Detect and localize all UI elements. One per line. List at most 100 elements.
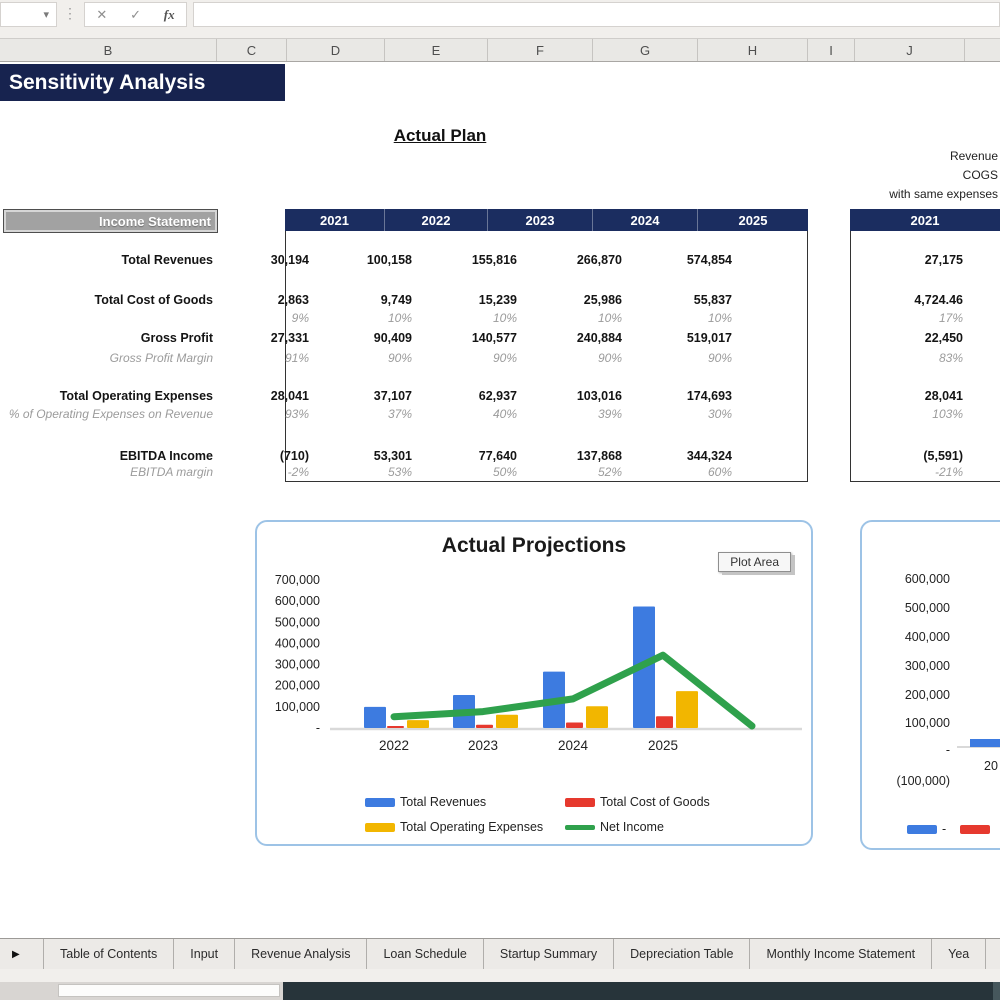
scenario-value-cell[interactable]: (5,591) <box>923 448 963 463</box>
sheet-tab-table-of-contents[interactable]: Table of Contents <box>44 939 175 969</box>
value-cell[interactable]: 90,409 <box>373 330 412 345</box>
value-cell[interactable]: 77,640 <box>478 448 517 463</box>
value-cell[interactable]: 30,194 <box>270 252 309 267</box>
legend-item[interactable]: Total Cost of Goods <box>565 795 710 809</box>
scrollbar-thumb[interactable] <box>58 984 280 997</box>
value-cell[interactable]: 37,107 <box>373 388 412 403</box>
year-header-cell[interactable]: 2022 <box>385 209 488 231</box>
year-header-cell[interactable]: 2025 <box>738 212 768 228</box>
row-label-cell[interactable]: % of Operating Expenses on Revenue <box>8 406 213 421</box>
bar-total-operating-expenses[interactable] <box>407 720 429 728</box>
column-header-f[interactable]: F <box>488 39 593 61</box>
bar-total-operating-expenses[interactable] <box>676 691 698 728</box>
scenario-value-cell[interactable]: 28,041 <box>924 388 963 403</box>
value-cell[interactable]: 52% <box>597 464 622 479</box>
value-cell[interactable]: 90% <box>387 350 412 365</box>
bar-total-revenues[interactable] <box>970 739 1000 747</box>
bar-total-operating-expenses[interactable] <box>586 706 608 728</box>
scenario-value-cell[interactable]: 27,175 <box>924 252 963 267</box>
cancel-icon[interactable]: ✕ <box>96 6 108 22</box>
value-cell[interactable]: 2,863 <box>277 292 309 307</box>
value-cell[interactable]: 9% <box>291 310 309 325</box>
row-label-cell[interactable]: EBITDA Income <box>119 448 213 463</box>
value-cell[interactable]: 60% <box>707 464 732 479</box>
value-cell[interactable]: 53% <box>387 464 412 479</box>
value-cell[interactable]: 10% <box>707 310 732 325</box>
value-cell[interactable]: (710) <box>279 448 309 463</box>
bar-total-operating-expenses[interactable] <box>496 714 518 728</box>
value-cell[interactable]: -2% <box>287 464 309 479</box>
income-statement-header[interactable]: Income Statement <box>3 209 218 233</box>
formula-input[interactable] <box>193 2 1000 27</box>
bar-total-revenues[interactable] <box>364 706 386 728</box>
bar-total-cost-of-goods[interactable] <box>566 722 583 728</box>
legend-item[interactable]: - <box>907 822 1000 836</box>
value-cell[interactable]: 344,324 <box>686 448 732 463</box>
value-cell[interactable]: 27,331 <box>270 330 309 345</box>
row-label-cell[interactable]: EBITDA margin <box>130 464 213 479</box>
scenario-chart[interactable]: 600,000 500,000 400,000 300,000 200,000 100,0… <box>860 520 1000 850</box>
scenario-value-cell[interactable]: 4,724.46 <box>914 292 963 307</box>
value-cell[interactable]: 100,158 <box>366 252 412 267</box>
column-header-i[interactable]: I <box>808 39 855 61</box>
column-header-b[interactable]: B <box>0 39 217 61</box>
sheet-tab-depreciation-table[interactable]: Depreciation Table <box>614 939 751 969</box>
sheet-tab-revenue-analysis[interactable]: Revenue Analysis <box>235 939 368 969</box>
value-cell[interactable]: 93% <box>284 406 309 421</box>
scenario-value-cell[interactable]: 22,450 <box>924 330 963 345</box>
value-cell[interactable]: 37% <box>387 406 412 421</box>
value-cell[interactable]: 9,749 <box>380 292 412 307</box>
chart-plot[interactable]: 700,000 600,000 500,000 400,000 300,000 200,0… <box>257 522 811 844</box>
value-cell[interactable]: 155,816 <box>471 252 517 267</box>
value-cell[interactable]: 28,041 <box>270 388 309 403</box>
value-cell[interactable]: 266,870 <box>576 252 622 267</box>
year-header-cell[interactable]: 2024 <box>593 209 698 231</box>
value-cell[interactable]: 240,884 <box>576 330 622 345</box>
value-cell[interactable]: 62,937 <box>478 388 517 403</box>
scenario-value-cell[interactable]: 103% <box>932 406 963 421</box>
sheet-tab-yearly-income-statement-partial[interactable]: Yea <box>932 939 987 969</box>
actual-projections-chart[interactable]: Actual Projections Plot Area 700,000 600,… <box>255 520 813 846</box>
column-header-partial[interactable] <box>965 39 1000 61</box>
scenario-year-header[interactable]: 2021 <box>850 209 1000 231</box>
sheet-tab-input[interactable]: Input <box>174 939 236 969</box>
value-cell[interactable]: 574,854 <box>686 252 732 267</box>
bar-total-cost-of-goods[interactable] <box>476 724 493 728</box>
line-net-income[interactable] <box>390 651 756 730</box>
bar-total-cost-of-goods[interactable] <box>387 725 404 728</box>
horizontal-scrollbar[interactable] <box>0 982 1000 1000</box>
scenario-value-cell[interactable]: 83% <box>938 350 963 365</box>
column-header-e[interactable]: E <box>385 39 488 61</box>
value-cell[interactable]: 40% <box>492 406 517 421</box>
column-header-c[interactable]: C <box>217 39 287 61</box>
legend-item[interactable]: Total Operating Expenses <box>365 820 543 834</box>
row-label-cell[interactable]: Total Revenues <box>121 252 213 267</box>
value-cell[interactable]: 53,301 <box>373 448 412 463</box>
value-cell[interactable]: 50% <box>492 464 517 479</box>
value-cell[interactable]: 25,986 <box>583 292 622 307</box>
row-label-cell[interactable]: Total Operating Expenses <box>59 388 213 403</box>
column-header-d[interactable]: D <box>287 39 385 61</box>
insert-function-icon[interactable]: fx <box>163 6 175 22</box>
value-cell[interactable]: 174,693 <box>686 388 732 403</box>
scenario-value-cell[interactable]: -21% <box>934 464 963 479</box>
name-box[interactable]: ▾ <box>0 2 57 27</box>
value-cell[interactable]: 90% <box>492 350 517 365</box>
value-cell[interactable]: 90% <box>597 350 622 365</box>
value-cell[interactable]: 55,837 <box>693 292 732 307</box>
value-cell[interactable]: 10% <box>492 310 517 325</box>
tab-scroll-right-icon[interactable]: ▶ <box>0 939 44 969</box>
value-cell[interactable]: 30% <box>707 406 732 421</box>
year-header-cell[interactable]: 2021 <box>285 209 385 231</box>
legend-item[interactable]: Net Income <box>565 820 664 834</box>
name-box-dropdown-icon[interactable]: ▾ <box>43 9 49 21</box>
enter-icon[interactable]: ✓ <box>130 6 141 22</box>
value-cell[interactable]: 103,016 <box>576 388 622 403</box>
bar-total-cost-of-goods[interactable] <box>656 716 673 728</box>
value-cell[interactable]: 10% <box>597 310 622 325</box>
legend-item[interactable]: Total Revenues <box>365 795 486 809</box>
year-header-cell[interactable]: 2023 <box>488 209 593 231</box>
value-cell[interactable]: 519,017 <box>686 330 732 345</box>
row-label-cell[interactable]: Gross Profit <box>140 330 213 345</box>
chart-plot[interactable]: 600,000 500,000 400,000 300,000 200,000 100,0… <box>862 522 1000 848</box>
